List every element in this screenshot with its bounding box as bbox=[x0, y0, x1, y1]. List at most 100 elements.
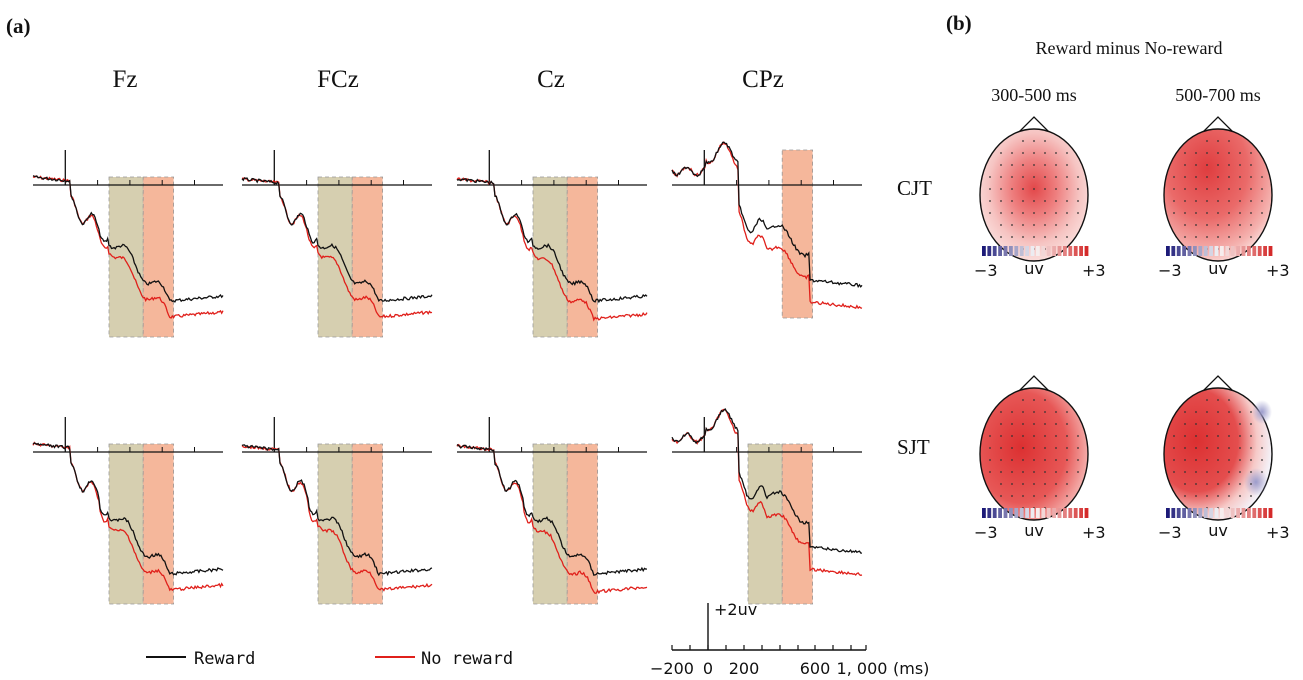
electrode-dot bbox=[1011, 459, 1013, 461]
electrode-dot bbox=[1250, 152, 1252, 154]
electrode-dot bbox=[1011, 471, 1013, 473]
reward-waveform bbox=[241, 444, 433, 577]
electrode-dot bbox=[1022, 176, 1024, 178]
colorbar-unit-label: uv bbox=[1208, 521, 1228, 540]
electrode-dot bbox=[1055, 459, 1057, 461]
electrode-dot bbox=[1011, 224, 1013, 226]
colorbar-cell bbox=[1041, 246, 1046, 256]
topo-title: Reward minus No-reward bbox=[1036, 38, 1223, 58]
electrode-dot bbox=[1195, 236, 1197, 238]
electrode-dot bbox=[1239, 200, 1241, 202]
electrode-dot bbox=[989, 200, 991, 202]
electrode-dot bbox=[1184, 423, 1186, 425]
colorbar-cell bbox=[1268, 246, 1273, 256]
electrode-dot bbox=[1066, 152, 1068, 154]
colorbar-cell bbox=[1176, 246, 1181, 256]
electrode-dot bbox=[1044, 495, 1046, 497]
topo-window-2: 500-700 ms bbox=[1175, 85, 1261, 105]
electrode-dot bbox=[1217, 447, 1219, 449]
electrode-dot bbox=[1217, 152, 1219, 154]
electrode-dot bbox=[1173, 188, 1175, 190]
electrode-dot bbox=[1000, 236, 1002, 238]
electrode-dot bbox=[1077, 188, 1079, 190]
electrode-dot bbox=[1184, 471, 1186, 473]
colorbar-cell bbox=[1203, 246, 1208, 256]
colorbar-unit-label: uv bbox=[1024, 259, 1044, 278]
electrode-dot bbox=[989, 459, 991, 461]
electrode-dot bbox=[1000, 411, 1002, 413]
electrode-dot bbox=[1261, 188, 1263, 190]
electrode-dot bbox=[1217, 236, 1219, 238]
electrode-dot bbox=[1228, 200, 1230, 202]
erp-panel bbox=[671, 141, 863, 319]
colorbar-cell bbox=[1252, 246, 1257, 256]
electrode-dot bbox=[1239, 188, 1241, 190]
electrode-dot bbox=[1033, 411, 1035, 413]
colorbar-cell bbox=[1052, 508, 1056, 518]
electrode-dot bbox=[1055, 423, 1057, 425]
reward-waveform bbox=[456, 177, 648, 304]
colorbar-cell bbox=[987, 508, 992, 518]
electrode-dot bbox=[1217, 435, 1219, 437]
electrode-dot bbox=[1011, 152, 1013, 154]
window-500-700-shade bbox=[566, 443, 599, 605]
electrode-dot bbox=[1044, 447, 1046, 449]
electrode-dot bbox=[1055, 212, 1057, 214]
electrode-dot bbox=[1228, 471, 1230, 473]
electrode-dot bbox=[1184, 411, 1186, 413]
electrode-dot bbox=[1217, 200, 1219, 202]
colorbar-cell bbox=[1084, 508, 1089, 518]
electrode-dot bbox=[1055, 224, 1057, 226]
electrode-dot bbox=[1011, 212, 1013, 214]
colorbar-cell bbox=[1052, 246, 1056, 256]
electrode-dot bbox=[1066, 483, 1068, 485]
electrode-dot bbox=[1184, 224, 1186, 226]
electrode-dot bbox=[1066, 471, 1068, 473]
electrode-dot bbox=[1228, 212, 1230, 214]
electrode-dot bbox=[1022, 224, 1024, 226]
electrode-dot bbox=[1206, 459, 1208, 461]
scale-tick-label-m200: −200 bbox=[650, 659, 694, 678]
electrode-dot bbox=[1195, 447, 1197, 449]
electrode-dot bbox=[1184, 200, 1186, 202]
electrode-dot bbox=[1195, 423, 1197, 425]
electrode-dot bbox=[1228, 435, 1230, 437]
electrode-dot bbox=[989, 188, 991, 190]
colorbar-cell bbox=[1236, 246, 1240, 256]
electrode-dot bbox=[1184, 495, 1186, 497]
electrode-dot bbox=[1261, 471, 1263, 473]
electrode-dot bbox=[1173, 176, 1175, 178]
window-300-500-shade bbox=[317, 443, 353, 605]
electrode-dot bbox=[1250, 435, 1252, 437]
electrode-dot bbox=[1206, 176, 1208, 178]
electrode-dot bbox=[1217, 140, 1219, 142]
electrode-dot bbox=[989, 471, 991, 473]
erp-panel bbox=[32, 150, 224, 338]
electrode-dot bbox=[1011, 236, 1013, 238]
electrode-dot bbox=[1033, 236, 1035, 238]
electrode-dot bbox=[1250, 212, 1252, 214]
electrode-dot bbox=[1066, 224, 1068, 226]
panel-label-b: (b) bbox=[946, 11, 972, 35]
electrode-dot bbox=[1184, 236, 1186, 238]
electrode-dot bbox=[1077, 435, 1079, 437]
colorbar-cell bbox=[1019, 246, 1024, 256]
electrode-dot bbox=[1044, 164, 1046, 166]
colorbar-cell bbox=[1252, 508, 1257, 518]
electrode-dot bbox=[1077, 200, 1079, 202]
electrode-dot bbox=[1250, 471, 1252, 473]
electrode-dot bbox=[1044, 483, 1046, 485]
electrode-dot bbox=[1044, 176, 1046, 178]
electrode-title-cpz: CPz bbox=[742, 66, 784, 93]
electrode-dot bbox=[1055, 152, 1057, 154]
electrode-dot bbox=[1206, 483, 1208, 485]
colorbar-cell bbox=[1063, 508, 1067, 518]
electrode-dot bbox=[1033, 200, 1035, 202]
window-300-500-shade bbox=[532, 176, 568, 338]
electrode-dot bbox=[1000, 200, 1002, 202]
electrode-dot bbox=[1217, 224, 1219, 226]
electrode-dot bbox=[1228, 224, 1230, 226]
colorbar-cell bbox=[1198, 246, 1203, 256]
reward-waveform bbox=[671, 141, 863, 289]
colorbar-cell bbox=[1057, 508, 1062, 518]
